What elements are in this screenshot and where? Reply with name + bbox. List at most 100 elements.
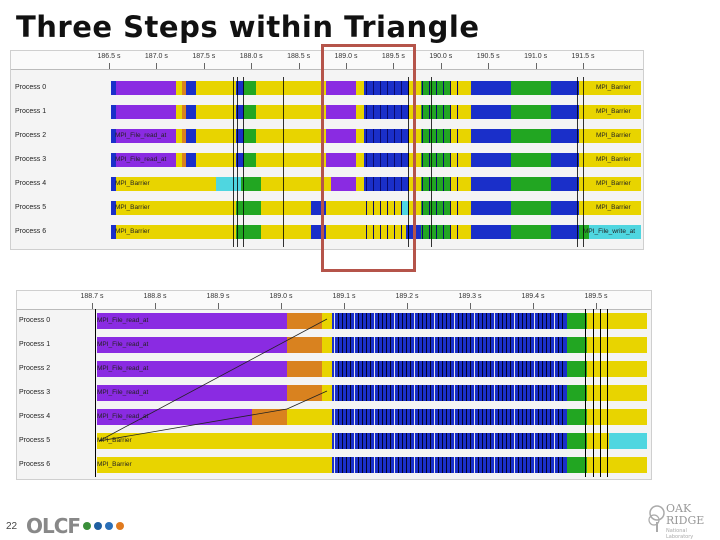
event-segment (322, 361, 332, 377)
event-stripe (554, 313, 555, 329)
event-stripe (470, 457, 471, 473)
event-stripe (346, 313, 347, 329)
event-stripe (378, 313, 379, 329)
axis-tick-mark (596, 303, 597, 309)
event-stripe (378, 457, 379, 473)
event-stripe (442, 361, 443, 377)
event-stripe (506, 385, 507, 401)
axis-tick-label: 189.5 s (584, 293, 608, 300)
logo-dot-blue (94, 522, 103, 530)
event-stripe (394, 129, 395, 143)
event-stripe (443, 81, 444, 95)
event-stripe (362, 361, 363, 377)
trace-timeline-overview: 186.5 s 187.0 s 187.5 s 188.0 s 188.5 s 189.0… (10, 50, 644, 250)
event-stripe (438, 433, 439, 449)
event-segment (356, 105, 364, 119)
event-stripe (462, 433, 463, 449)
process-label: Process 3 (15, 156, 47, 163)
event-label: MPI_File_read_at (97, 317, 149, 324)
event-stripe (454, 313, 455, 329)
event-stripe (443, 201, 444, 215)
event-segment (196, 153, 236, 167)
event-stripe (370, 457, 371, 473)
event-segment (579, 129, 641, 143)
event-stripe (442, 457, 443, 473)
process-label: Process 4 (19, 413, 51, 420)
event-stripe (450, 457, 451, 473)
event-stripe (358, 361, 359, 377)
event-stripe (558, 313, 559, 329)
event-stripe (498, 409, 499, 425)
event-stripe (430, 385, 431, 401)
event-segment (356, 153, 364, 167)
event-stripe (443, 105, 444, 119)
event-stripe (334, 433, 335, 449)
event-stripe (498, 313, 499, 329)
axis-tick-mark (488, 63, 490, 69)
event-segment (252, 409, 287, 425)
event-stripe (554, 409, 555, 425)
event-stripe (358, 433, 359, 449)
event-segment (176, 153, 182, 167)
event-stripe (429, 225, 430, 239)
event-stripe (446, 361, 447, 377)
event-stripe (518, 337, 519, 353)
event-segment (236, 201, 261, 215)
event-stripe (526, 433, 527, 449)
event-segment (116, 81, 176, 95)
event-stripe (506, 337, 507, 353)
axis-tick-label: 189.0 s (269, 293, 293, 300)
axis-tick-mark (218, 303, 219, 309)
event-segment (451, 129, 471, 143)
event-stripe (354, 313, 355, 329)
event-segment (401, 201, 409, 215)
process-row (97, 385, 647, 401)
event-stripe (398, 337, 399, 353)
event-stripe (386, 457, 387, 473)
event-segment (287, 361, 322, 377)
message-line (233, 77, 234, 247)
event-stripe (350, 313, 351, 329)
event-segment (176, 105, 182, 119)
process-label: Process 4 (15, 180, 47, 187)
event-stripe (430, 409, 431, 425)
event-segment (266, 153, 326, 167)
event-stripe (402, 409, 403, 425)
event-segment (567, 433, 587, 449)
event-segment (579, 225, 589, 239)
event-stripe (498, 337, 499, 353)
event-segment (186, 81, 196, 95)
trace-timeline-zoomed: 188.7 s 188.8 s 188.9 s 189.0 s 189.1 s 189.2… (16, 290, 652, 480)
event-stripe (378, 433, 379, 449)
event-stripe (398, 409, 399, 425)
event-stripe (514, 313, 515, 329)
event-segment (111, 225, 116, 239)
event-stripe (458, 457, 459, 473)
message-line (600, 309, 601, 477)
event-segment (579, 153, 641, 167)
event-stripe (346, 433, 347, 449)
event-stripe (436, 201, 437, 215)
event-stripe (422, 361, 423, 377)
axis-tick-label: 189.3 s (458, 293, 482, 300)
process-label: Process 1 (15, 108, 47, 115)
event-stripe (502, 433, 503, 449)
axis-tick-label: 189.5 s (381, 53, 405, 60)
lab-logo-line1: OAK (666, 502, 692, 515)
event-segment (567, 385, 587, 401)
event-stripe (362, 409, 363, 425)
event-segment (236, 153, 244, 167)
message-line (283, 77, 284, 247)
event-label: MPI_Barrier (596, 132, 631, 139)
axis-tick-label: 188.7 s (80, 293, 104, 300)
event-stripe (502, 313, 503, 329)
event-stripe (462, 313, 463, 329)
oak-tree-icon (648, 505, 665, 532)
message-line (577, 77, 578, 247)
event-segment (579, 177, 641, 191)
event-segment (364, 129, 409, 143)
event-stripe (554, 433, 555, 449)
event-stripe (430, 457, 431, 473)
event-stripe (358, 337, 359, 353)
event-stripe (534, 385, 535, 401)
